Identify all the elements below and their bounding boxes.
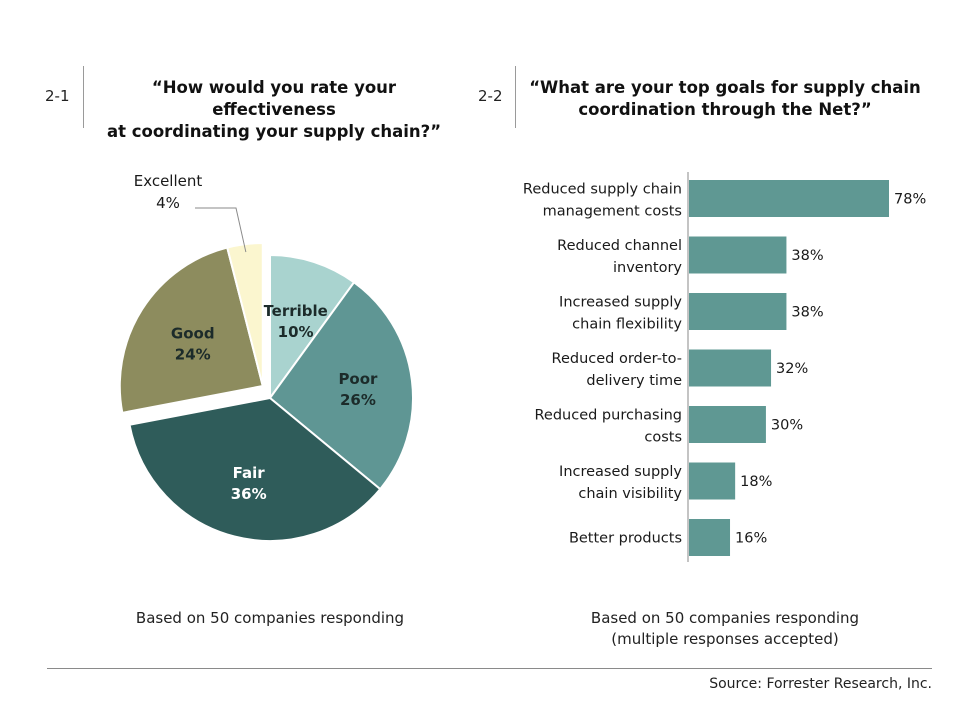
pie-slice-excellent bbox=[226, 241, 264, 387]
bar-category-label-2-1: chain flexibility bbox=[572, 317, 682, 333]
bar-category-label-0-1: management costs bbox=[543, 204, 682, 220]
pie-footnote: Based on 50 companies responding bbox=[135, 609, 405, 627]
panel-number-2-2: 2-2 bbox=[478, 87, 503, 105]
bar-5 bbox=[689, 462, 736, 500]
pie-label-excellent: Excellent bbox=[134, 172, 203, 190]
bar-chart-title: “What are your top goals for supply chai… bbox=[520, 77, 930, 121]
bar-6 bbox=[689, 519, 731, 556]
bar-footnote: Based on 50 companies responding (multip… bbox=[520, 608, 930, 650]
bar-category-label-2-0: Increased supply bbox=[559, 295, 682, 311]
bar-value-label-5: 18% bbox=[740, 474, 772, 490]
bar-category-label-3-0: Reduced order-to- bbox=[552, 351, 682, 367]
pie-title-line-2: at coordinating your supply chain?” bbox=[106, 122, 442, 141]
bar-value-label-2: 38% bbox=[791, 305, 823, 321]
bar-1 bbox=[689, 236, 787, 274]
bar-category-label-1-0: Reduced channel bbox=[557, 238, 682, 254]
bar-footnote-line-1: Based on 50 companies responding bbox=[590, 609, 860, 627]
bar-category-label-0-0: Reduced supply chain bbox=[523, 182, 682, 198]
bar-footnote-line-2: (multiple responses accepted) bbox=[611, 630, 839, 648]
pie-value-excellent: 4% bbox=[156, 194, 180, 212]
bottom-divider bbox=[47, 668, 932, 669]
pie-slice-terrible bbox=[269, 253, 356, 402]
pie-value-good: 24% bbox=[175, 346, 211, 364]
bar-value-label-3: 32% bbox=[776, 361, 808, 377]
pie-label-good: Good bbox=[171, 325, 215, 343]
panel-rule-2-1 bbox=[83, 66, 84, 128]
pie-slice-fair bbox=[128, 396, 382, 542]
pie-title-line-1: “How would you rate your effectiveness bbox=[151, 78, 397, 119]
pie-value-fair: 36% bbox=[231, 485, 267, 503]
excellent-leader-line bbox=[195, 207, 247, 253]
pie-chart-title: “How would you rate your effectiveness a… bbox=[88, 77, 460, 143]
bar-category-label-1-1: inventory bbox=[613, 260, 682, 276]
pie-slice-good bbox=[118, 246, 265, 414]
bar-category-label-3-1: delivery time bbox=[586, 373, 682, 389]
panel-rule-2-2 bbox=[515, 66, 516, 128]
bar-value-label-6: 16% bbox=[735, 531, 767, 547]
bar-category-label-4-1: costs bbox=[644, 430, 682, 446]
bar-category-label-6-0: Better products bbox=[569, 531, 682, 547]
pie-slice-poor bbox=[268, 280, 414, 491]
pie-value-poor: 26% bbox=[340, 391, 376, 409]
bar-chart: 78% Reduced supply chain management costs 3… bbox=[523, 172, 926, 562]
bar-title-line-2: coordination through the Net?” bbox=[578, 100, 872, 119]
bar-value-label-1: 38% bbox=[791, 248, 823, 264]
bar-category-label-5-1: chain visibility bbox=[578, 486, 682, 502]
source-credit: Source: Forrester Research, Inc. bbox=[709, 676, 932, 692]
bar-title-line-1: “What are your top goals for supply chai… bbox=[529, 78, 921, 97]
pie-label-terrible: Terrible bbox=[263, 302, 327, 320]
pie-label-poor: Poor bbox=[338, 370, 378, 388]
bar-value-label-4: 30% bbox=[771, 418, 803, 434]
bar-value-label-0: 78% bbox=[894, 192, 926, 208]
bar-4 bbox=[689, 406, 766, 443]
bar-0 bbox=[689, 180, 889, 217]
bar-category-label-4-0: Reduced purchasing bbox=[534, 408, 682, 424]
bar-category-label-5-0: Increased supply bbox=[559, 464, 682, 480]
pie-label-fair: Fair bbox=[233, 464, 266, 482]
bar-3 bbox=[689, 349, 772, 387]
pie-value-terrible: 10% bbox=[278, 323, 314, 341]
bar-2 bbox=[689, 293, 787, 330]
panel-number-2-1: 2-1 bbox=[45, 87, 70, 105]
pie-chart: Terrible 10% Poor 26% Fair 36% Good 24% Excellen… bbox=[118, 172, 414, 542]
